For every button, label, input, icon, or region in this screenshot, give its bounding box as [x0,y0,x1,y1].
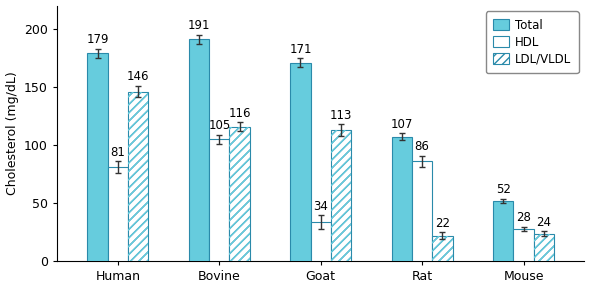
Bar [87,53,108,262]
Text: 146: 146 [127,71,149,84]
Bar [513,229,534,262]
Legend: Total, HDL, LDL/VLDL: Total, HDL, LDL/VLDL [486,12,579,73]
Bar [513,229,534,262]
Text: 105: 105 [208,119,231,132]
Bar [412,161,432,262]
Bar [432,236,453,262]
Bar [493,201,513,262]
Text: 179: 179 [86,33,109,46]
Bar [392,137,412,262]
Bar [209,139,230,262]
Text: 113: 113 [330,109,352,122]
Text: 28: 28 [516,211,531,224]
Bar [412,161,432,262]
Text: 52: 52 [496,183,511,196]
Text: 116: 116 [228,107,251,120]
Bar [128,92,148,262]
Bar [310,222,331,262]
Bar [310,222,331,262]
Text: 24: 24 [536,216,552,229]
Text: 22: 22 [435,217,450,230]
Bar [209,139,230,262]
Text: 107: 107 [391,118,413,131]
Bar [189,39,209,262]
Bar [432,236,453,262]
Bar [108,167,128,262]
Bar [230,127,250,262]
Text: 86: 86 [415,140,430,153]
Bar [290,62,310,262]
Y-axis label: Cholesterol (mg/dL): Cholesterol (mg/dL) [5,72,18,195]
Bar [108,167,128,262]
Bar [331,130,351,262]
Text: 34: 34 [313,200,328,213]
Bar [128,92,148,262]
Text: 171: 171 [289,42,312,55]
Bar [534,234,554,262]
Bar [534,234,554,262]
Text: 191: 191 [188,19,210,32]
Bar [331,130,351,262]
Text: 81: 81 [110,146,125,159]
Bar [230,127,250,262]
